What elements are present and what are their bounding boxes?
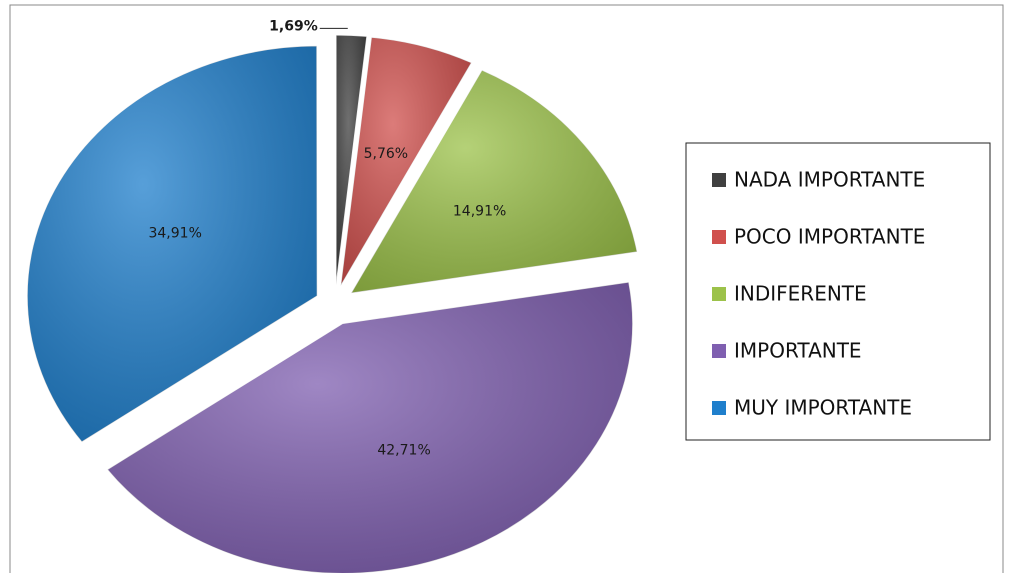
legend-swatch (712, 344, 726, 358)
legend-swatch (712, 173, 726, 187)
legend-label: IMPORTANTE (734, 339, 862, 363)
data-label: 14,91% (453, 204, 506, 220)
legend-swatch (712, 287, 726, 301)
legend-label: POCO IMPORTANTE (734, 225, 925, 249)
data-label: 42,71% (377, 442, 430, 458)
legend-label: MUY IMPORTANTE (734, 396, 912, 420)
data-label: 34,91% (148, 225, 201, 241)
legend-swatch (712, 401, 726, 415)
legend-label: NADA IMPORTANTE (734, 168, 925, 192)
legend-swatch (712, 230, 726, 244)
legend-box (685, 142, 991, 441)
data-label: 5,76% (364, 146, 408, 162)
data-label: 1,69% (269, 18, 318, 34)
legend-label: INDIFERENTE (734, 282, 867, 306)
